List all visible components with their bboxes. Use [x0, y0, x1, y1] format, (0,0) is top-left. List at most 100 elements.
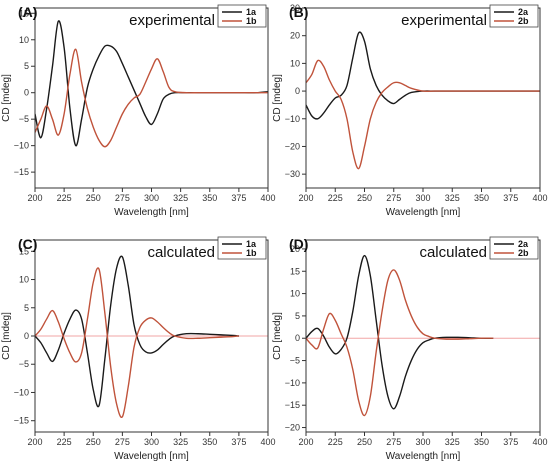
- x-tick-label: 350: [202, 193, 217, 203]
- x-axis-label: Wavelength [nm]: [386, 207, 461, 218]
- x-tick-label: 250: [357, 437, 372, 447]
- x-axis-label: Wavelength [nm]: [114, 451, 189, 462]
- legend-label-1a: 1a: [246, 7, 257, 17]
- y-tick-label: 0: [24, 331, 29, 341]
- panel-title: calculated: [419, 244, 487, 261]
- x-tick-label: 275: [115, 193, 130, 203]
- plot-frame: [34, 7, 269, 189]
- panel-title: calculated: [147, 244, 215, 261]
- y-tick-label: 5: [24, 303, 29, 313]
- panel-letter: (C): [18, 236, 37, 252]
- x-tick-label: 375: [503, 193, 518, 203]
- series-line-2b: [306, 269, 494, 417]
- legend-box: [489, 4, 539, 28]
- x-tick-label: 350: [474, 193, 489, 203]
- panel-letter: (D): [289, 236, 308, 252]
- y-tick-label: −15: [14, 167, 29, 177]
- y-tick-label: 10: [290, 289, 300, 299]
- series-line-1b: [35, 267, 239, 419]
- legend-label-1a: 1a: [246, 239, 257, 249]
- x-tick-label: 225: [328, 437, 343, 447]
- y-axis-label: CD [mdeg]: [1, 312, 12, 360]
- y-tick-label: −10: [14, 141, 29, 151]
- series-line-2b: [306, 59, 540, 170]
- y-tick-label: −5: [290, 356, 300, 366]
- y-tick-label: 20: [290, 244, 300, 254]
- x-tick-label: 400: [532, 193, 547, 203]
- x-tick-label: 275: [115, 437, 130, 447]
- legend-label-2b: 2b: [518, 16, 529, 26]
- y-tick-label: 5: [24, 61, 29, 71]
- plot-frame: [305, 239, 541, 433]
- x-tick-label: 250: [357, 193, 372, 203]
- panel-letter: (A): [18, 4, 37, 20]
- panel-2: 200 225 250 275 300 325 350 375 400 −30 −20 −10 0 10 2…: [272, 3, 548, 218]
- y-tick-label: 30: [290, 3, 300, 13]
- y-tick-label: 15: [290, 266, 300, 276]
- panel-1: 200 225 250 275 300 325 350 375 400 −15 −10 −5 0 5 10 1…: [1, 4, 276, 218]
- panel-4: 200 225 250 275 300 325 350 375 400 −20 −15 −10 −5 0 5…: [272, 236, 548, 462]
- x-tick-label: 225: [328, 193, 343, 203]
- legend-label-2a: 2a: [518, 7, 529, 17]
- x-tick-label: 200: [27, 193, 42, 203]
- x-tick-label: 325: [445, 437, 460, 447]
- series-line-1a: [35, 20, 268, 147]
- x-tick-label: 200: [298, 437, 313, 447]
- series-line-1a: [35, 255, 239, 408]
- x-tick-label: 300: [144, 193, 159, 203]
- x-tick-label: 325: [445, 193, 460, 203]
- panel-title: experimental: [129, 12, 215, 29]
- panel-title: experimental: [401, 12, 487, 29]
- y-tick-label: 10: [19, 35, 29, 45]
- x-tick-label: 300: [415, 437, 430, 447]
- x-axis-label: Wavelength [nm]: [386, 451, 461, 462]
- legend-label-2b: 2b: [518, 248, 529, 258]
- x-tick-label: 300: [144, 437, 159, 447]
- legend-label-2a: 2a: [518, 239, 529, 249]
- legend-box: [489, 236, 539, 260]
- y-tick-label: −15: [285, 400, 300, 410]
- y-tick-label: 15: [19, 246, 29, 256]
- y-tick-label: −10: [285, 114, 300, 124]
- panel-letter: (B): [289, 4, 308, 20]
- y-tick-label: 10: [19, 275, 29, 285]
- series-line-1b: [35, 48, 268, 148]
- x-tick-label: 250: [86, 193, 101, 203]
- x-tick-label: 375: [231, 193, 246, 203]
- x-tick-label: 375: [503, 437, 518, 447]
- y-tick-label: −20: [285, 423, 300, 433]
- x-tick-label: 275: [386, 437, 401, 447]
- legend-box: [217, 4, 267, 28]
- x-tick-label: 375: [231, 437, 246, 447]
- x-tick-label: 325: [173, 193, 188, 203]
- y-tick-label: −5: [19, 114, 29, 124]
- y-tick-label: −10: [285, 378, 300, 388]
- x-tick-label: 350: [474, 437, 489, 447]
- legend-label-1b: 1b: [246, 16, 257, 26]
- series-line-2a: [306, 31, 540, 120]
- y-tick-label: 15: [19, 8, 29, 18]
- x-tick-label: 225: [57, 193, 72, 203]
- x-tick-label: 225: [57, 437, 72, 447]
- x-tick-label: 300: [415, 193, 430, 203]
- y-tick-label: −30: [285, 169, 300, 179]
- legend-label-1b: 1b: [246, 248, 257, 258]
- x-tick-label: 250: [86, 437, 101, 447]
- x-tick-label: 200: [27, 437, 42, 447]
- x-tick-label: 400: [532, 437, 547, 447]
- y-axis-label: CD [mdeg]: [1, 74, 12, 122]
- y-tick-label: 20: [290, 31, 300, 41]
- x-tick-label: 350: [202, 437, 217, 447]
- y-tick-label: 5: [295, 311, 300, 321]
- x-tick-label: 400: [260, 437, 275, 447]
- y-tick-label: 10: [290, 58, 300, 68]
- x-tick-label: 200: [298, 193, 313, 203]
- y-tick-label: 0: [295, 86, 300, 96]
- y-tick-label: 0: [24, 88, 29, 98]
- y-tick-label: −15: [14, 416, 29, 426]
- x-tick-label: 325: [173, 437, 188, 447]
- panel-3: 200 225 250 275 300 325 350 375 400 −15 −10 −5 0 5 10 1…: [1, 236, 276, 462]
- y-tick-label: −5: [19, 359, 29, 369]
- x-axis-label: Wavelength [nm]: [114, 207, 189, 218]
